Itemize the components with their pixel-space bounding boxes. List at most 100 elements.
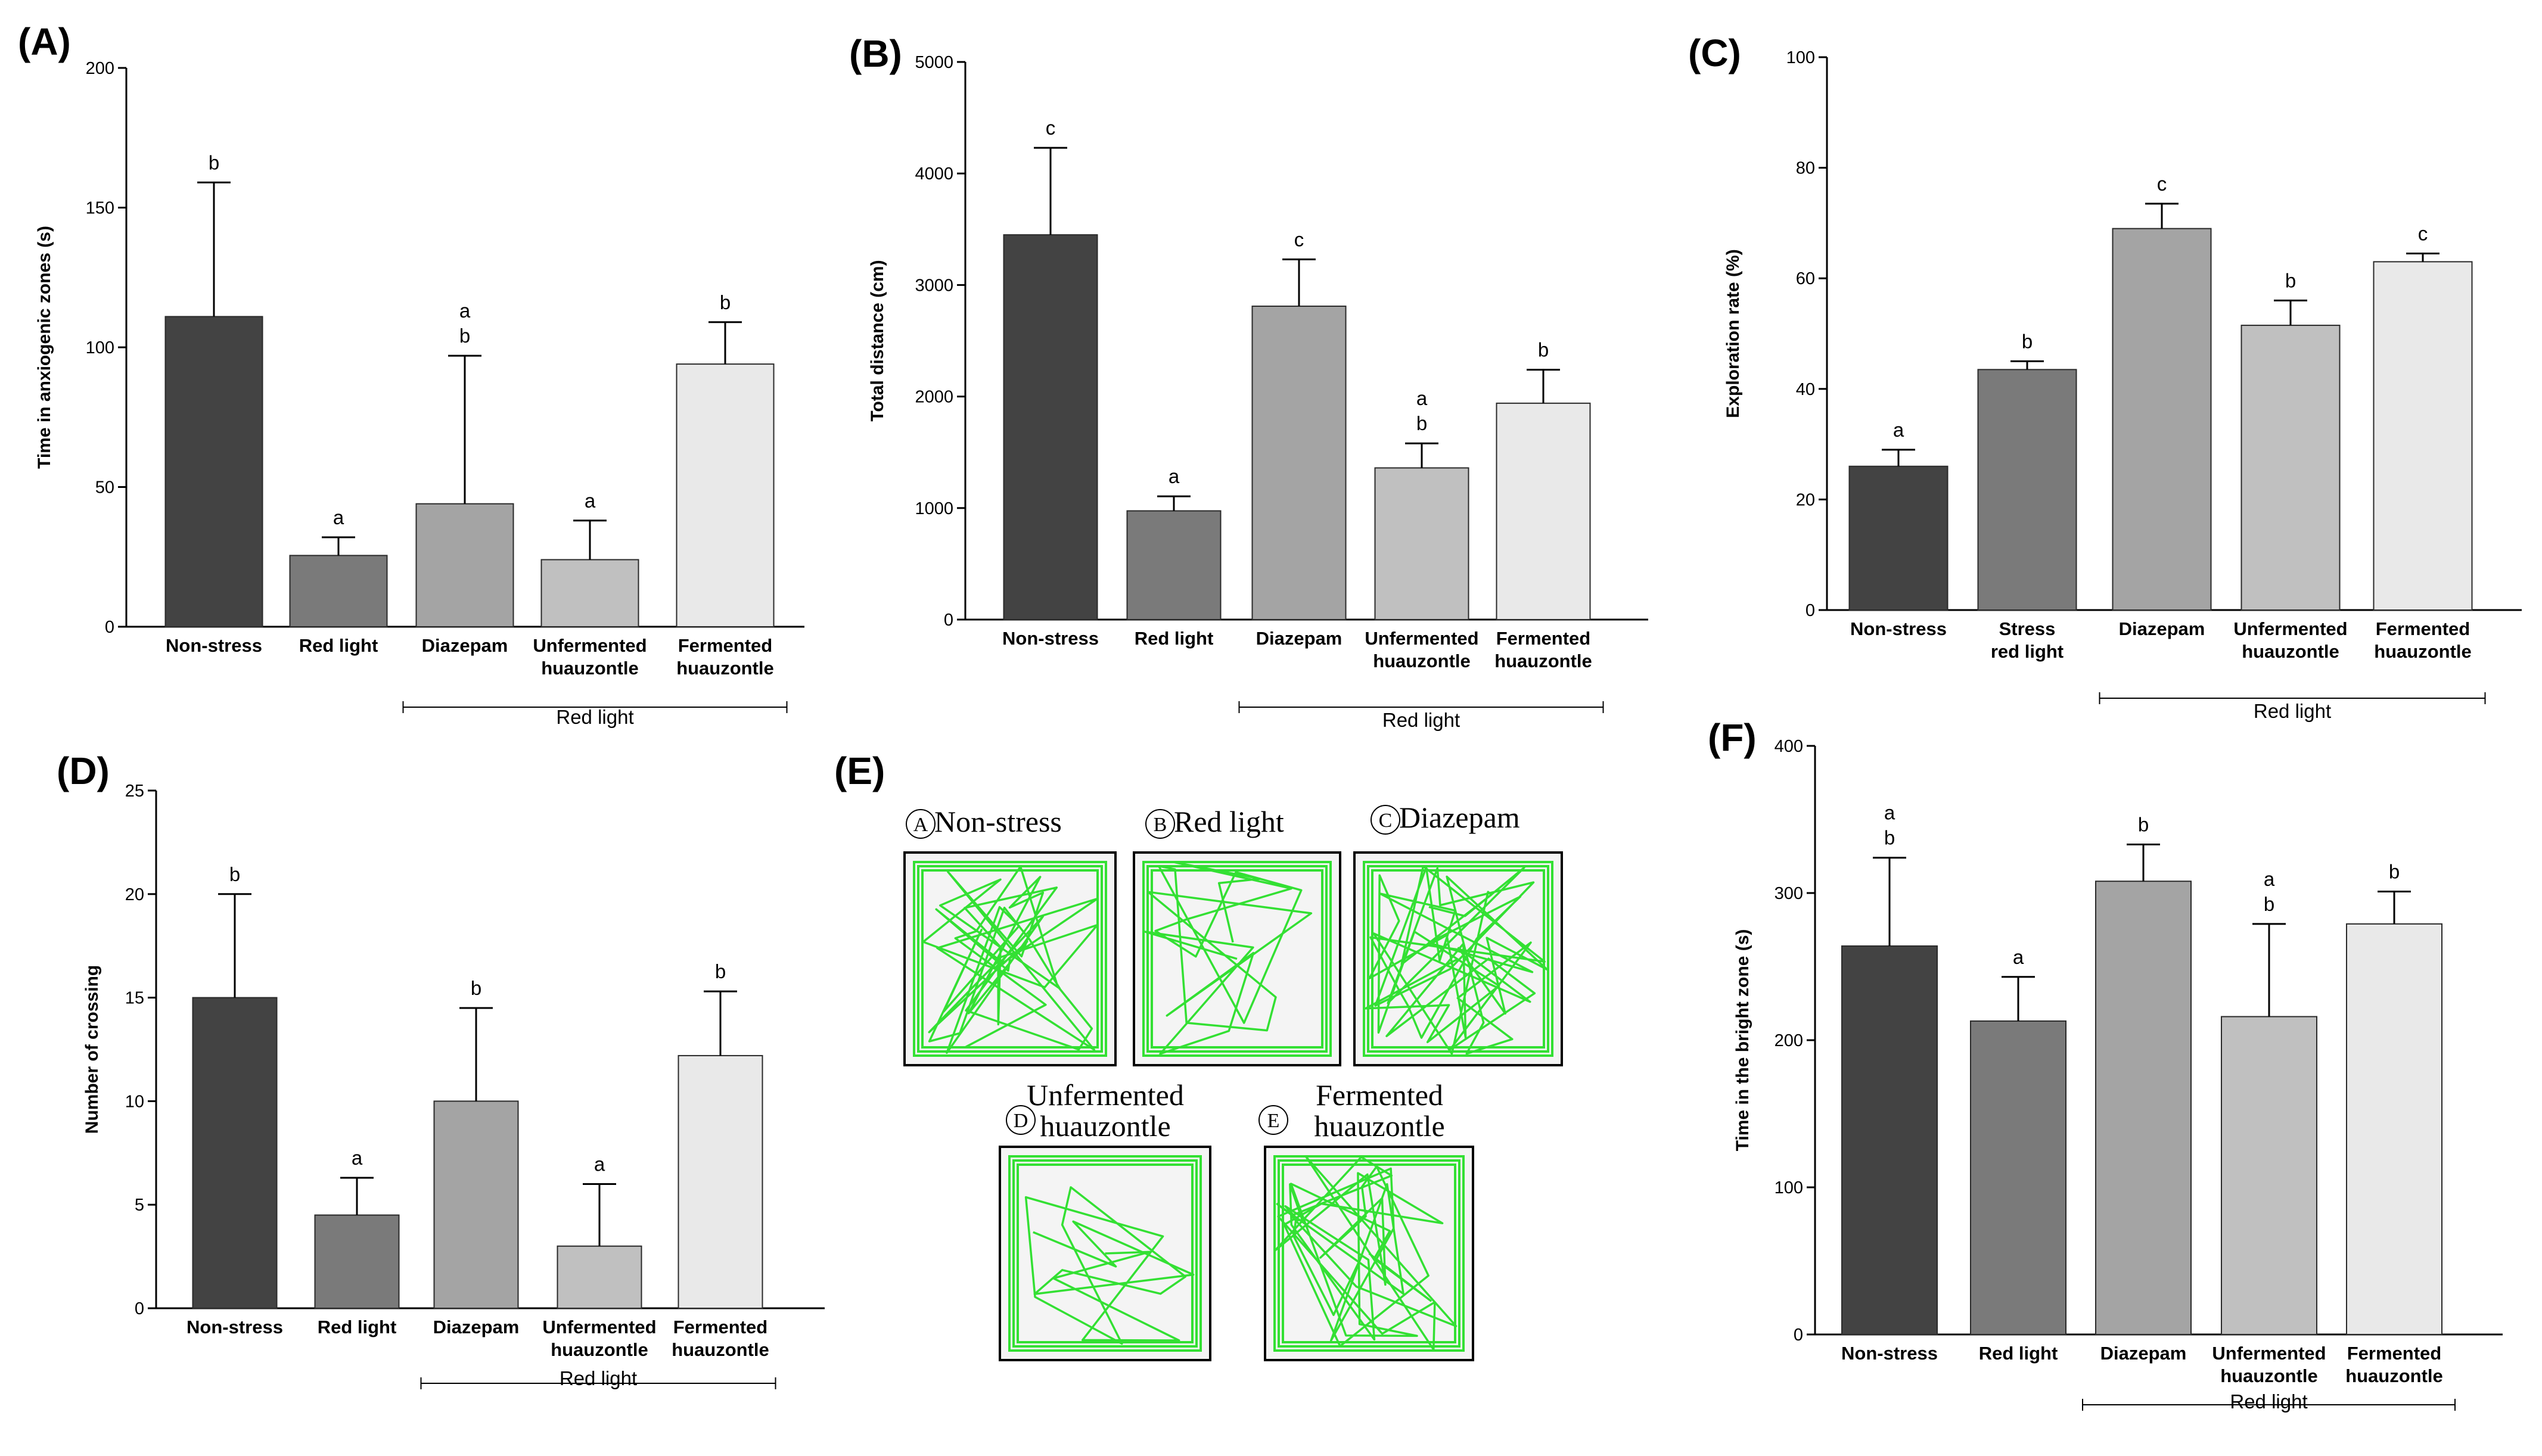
y-axis-title: Time in anxiogenic zones (s) [35, 226, 54, 469]
x-category-label: Fermented [2347, 1343, 2441, 1364]
maze-letter-circle [1145, 809, 1175, 839]
maze-letter-circle [906, 809, 936, 839]
maze-letter: D [1014, 1110, 1028, 1132]
maze-letter-circle [1371, 805, 1400, 835]
significance-letter: b [720, 291, 731, 313]
x-category-label: Fermented [678, 635, 772, 656]
track-path [1364, 865, 1549, 1055]
significance-letter: a [1884, 802, 1895, 824]
y-tick-label: 150 [86, 199, 114, 218]
bar [1841, 945, 1938, 1336]
maze-label: Fermented [1316, 1078, 1443, 1112]
bar [1977, 369, 2077, 611]
x-category-label: huauzontle [672, 1339, 769, 1360]
group-label: Red light [560, 1367, 637, 1389]
significance-letter: b [459, 325, 470, 347]
bar [1003, 234, 1098, 621]
panel-label: (D) [57, 749, 110, 792]
x-category-label: huauzontle [551, 1339, 648, 1360]
bar [678, 1054, 763, 1309]
x-category-label: Red light [318, 1317, 397, 1337]
x-category-label: Unfermented [1365, 628, 1478, 649]
chart-panel-f: (F) Time in the bright zone (s) 0 100 200 300… [1708, 716, 2503, 1413]
panel-label: (C) [1688, 32, 1741, 74]
y-tick-label: 0 [105, 618, 114, 637]
significance-letter: c [1046, 117, 1056, 139]
panel-label: (B) [849, 32, 902, 75]
x-category-label: Unfermented [2212, 1343, 2326, 1364]
chart-panel-b: (B) Total distance (cm) 0 1000 2000 3000 4000 5… [849, 32, 1648, 731]
x-category-label: Non-stress [1850, 618, 1947, 639]
x-category-label: Fermented [1496, 628, 1590, 649]
x-category-label: huauzontle [541, 658, 639, 679]
track-perimeter [1008, 1155, 1202, 1352]
maze-letter: B [1154, 814, 1167, 836]
y-tick-label: 100 [1775, 1178, 1803, 1197]
y-tick-label: 200 [86, 59, 114, 78]
bar [2373, 261, 2473, 611]
x-category-label: Non-stress [1002, 628, 1099, 649]
significance-letter: b [2389, 861, 2400, 883]
track-path [1273, 1156, 1458, 1351]
y-tick-label: 0 [1805, 601, 1815, 620]
significance-letter: a [333, 506, 344, 528]
y-tick-label: 80 [1796, 159, 1815, 178]
significance-letter: a [2264, 868, 2275, 890]
x-category-label: Diazepam [2119, 618, 2205, 639]
significance-letter: b [2285, 269, 2296, 291]
x-category-label: Red light [1979, 1343, 2058, 1364]
track-perimeter [1142, 861, 1332, 1057]
bar [289, 555, 388, 628]
significance-letter: a [594, 1153, 605, 1175]
significance-letter: b [471, 977, 481, 999]
x-category-label: Diazepam [433, 1317, 520, 1337]
maze-letter: E [1267, 1110, 1280, 1132]
significance-letter: a [585, 490, 596, 512]
x-category-label: Non-stress [1841, 1343, 1938, 1364]
y-tick-label: 400 [1775, 737, 1803, 756]
y-tick-label: 20 [125, 885, 144, 904]
track-perimeter [1273, 1155, 1465, 1352]
maze-label: Red light [1174, 805, 1284, 838]
group-label: Red light [556, 706, 633, 728]
chart-panel-a: (A) Time in anxiogenic zones (s) 0 50 100 150… [18, 20, 804, 728]
significance-letter: a [352, 1147, 363, 1169]
bar [2095, 881, 2192, 1335]
panel-label: (F) [1708, 716, 1757, 759]
significance-letter: b [209, 151, 219, 173]
bar [1496, 402, 1591, 620]
x-category-label: Fermented [673, 1317, 767, 1337]
x-category-label: Diazepam [422, 635, 508, 656]
maze-letter-circle [1258, 1105, 1288, 1135]
y-tick-label: 0 [1794, 1326, 1803, 1345]
y-tick-label: 15 [125, 989, 144, 1008]
group-label: Red light [2254, 700, 2331, 722]
y-tick-label: 200 [1775, 1031, 1803, 1050]
y-tick-label: 50 [95, 478, 114, 497]
x-category-label: huauzontle [2220, 1365, 2318, 1386]
y-tick-label: 1000 [915, 499, 953, 518]
x-category-label: Non-stress [187, 1317, 283, 1337]
significance-letter: a [1169, 465, 1180, 487]
maze-letter: C [1379, 810, 1393, 832]
chart-panel-d: (D) Number of crossing 0 5 10 15 20 25 b Non-stre… [57, 749, 825, 1389]
x-category-label: Red light [299, 635, 378, 656]
bar [415, 503, 514, 628]
y-tick-label: 100 [1786, 48, 1815, 67]
x-category-label: Unfermented [2233, 618, 2347, 639]
bar [1374, 467, 1469, 621]
y-tick-label: 100 [86, 338, 114, 357]
x-category-label: huauzontle [1494, 651, 1592, 671]
x-category-label: Red light [1135, 628, 1214, 649]
y-tick-label: 5000 [915, 53, 953, 72]
group-label: Red light [2230, 1390, 2307, 1413]
y-tick-label: 3000 [915, 276, 953, 295]
track-path [1143, 861, 1313, 1055]
bar [1251, 305, 1347, 620]
significance-letter: a [1416, 387, 1428, 409]
significance-letter: b [1416, 412, 1427, 434]
y-axis-title: Exploration rate (%) [1723, 249, 1743, 418]
